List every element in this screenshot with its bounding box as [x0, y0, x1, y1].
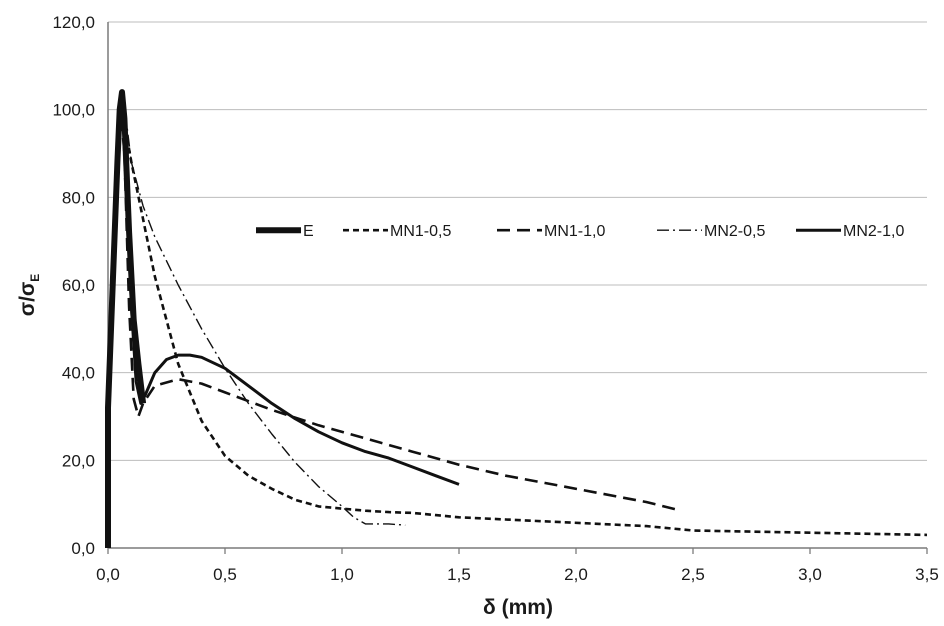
gridlines: [108, 21, 927, 461]
series-line-MN2-1,0: [106, 99, 460, 486]
axes: [107, 22, 928, 554]
x-tick-label: 1,5: [447, 565, 471, 584]
x-tick-label: 0,5: [213, 565, 237, 584]
y-tick-label: 120,0: [52, 13, 95, 32]
y-axis-title-main: σ/σ: [16, 282, 39, 317]
legend-label: MN2-1,0: [843, 223, 904, 240]
y-axis-title-subscript: E: [28, 274, 42, 282]
series-line-MN2-0,5: [107, 100, 406, 526]
y-tick-label: 20,0: [62, 451, 95, 470]
y-tick-label: 40,0: [62, 364, 95, 383]
y-axis-title: σ/σE: [16, 274, 42, 317]
x-tick-label: 0,0: [96, 565, 120, 584]
y-tick-labels: 0,0 20,0 40,0 60,0 80,0 100,0 120,0: [52, 13, 95, 558]
series-lines: [105, 89, 928, 548]
legend: E MN1-0,5 MN1-1,0 MN2-0,5 MN2-1,0: [256, 223, 904, 240]
y-tick-label: 100,0: [52, 101, 95, 120]
x-axis-title: δ (mm): [483, 596, 553, 619]
series-line-E: [105, 89, 147, 548]
legend-label: E: [303, 223, 314, 240]
y-tick-label: 80,0: [62, 188, 95, 207]
legend-label: MN1-0,5: [390, 223, 451, 240]
y-tick-label: 0,0: [71, 539, 95, 558]
series-line-MN1-0,5: [106, 117, 928, 537]
x-tick-label: 1,0: [330, 565, 354, 584]
y-tick-label: 60,0: [62, 276, 95, 295]
x-tick-label: 2,5: [681, 565, 705, 584]
series-line-MN1-1,0: [106, 95, 682, 512]
legend-label: MN1-1,0: [544, 223, 605, 240]
x-tick-labels: 0,0 0,5 1,0 1,5 2,0 2,5 3,0 3,5: [96, 565, 939, 584]
legend-label: MN2-0,5: [704, 223, 765, 240]
x-tick-label: 2,0: [564, 565, 588, 584]
x-tick-label: 3,5: [915, 565, 939, 584]
x-tick-label: 3,0: [798, 565, 822, 584]
